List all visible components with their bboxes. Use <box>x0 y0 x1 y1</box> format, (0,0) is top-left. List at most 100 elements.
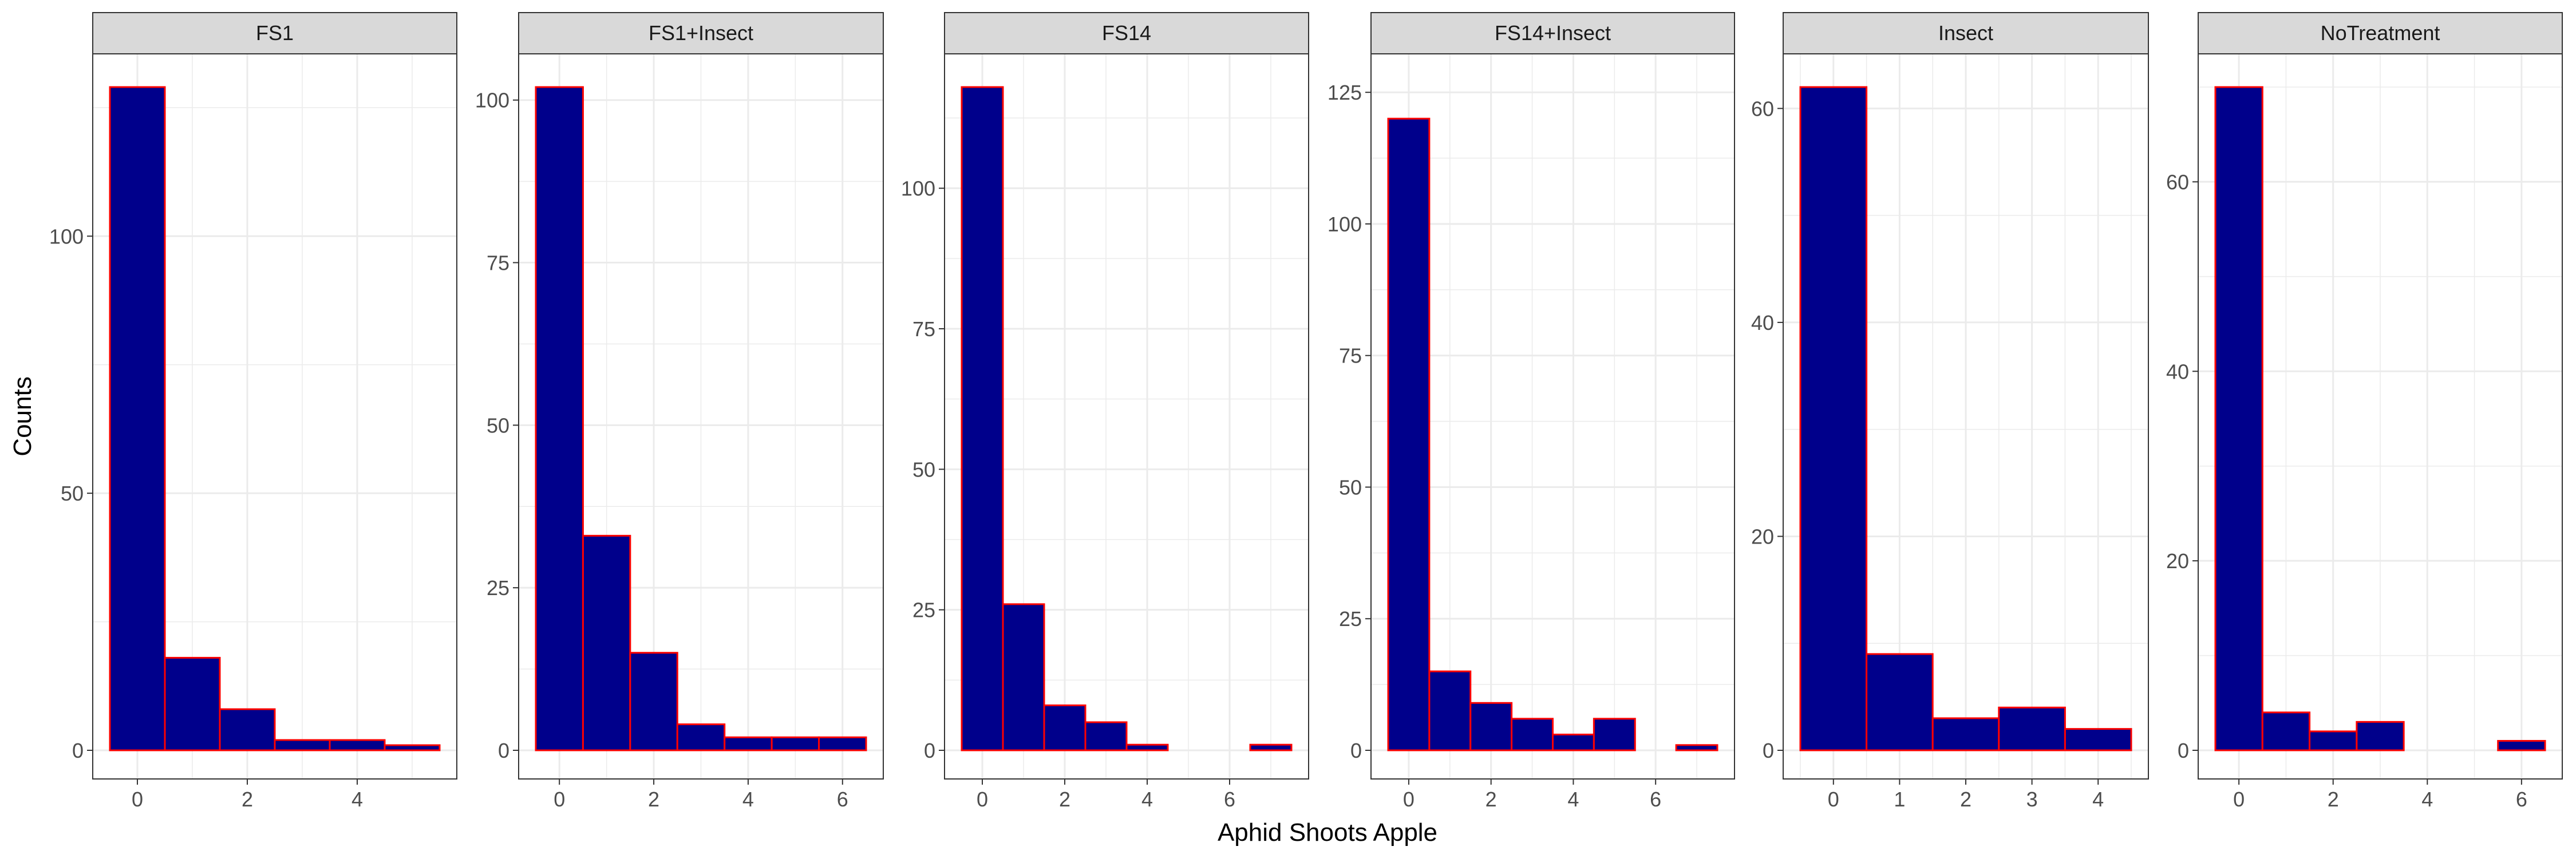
y-tick-label: 0 <box>498 739 509 762</box>
histogram-bar <box>1998 706 2066 751</box>
x-tick-label: 2 <box>1485 788 1497 811</box>
histogram-bar <box>2261 711 2311 751</box>
x-tick-label: 0 <box>1403 788 1415 811</box>
y-tick-label: 20 <box>1751 525 1774 548</box>
x-tick-label: 2 <box>1059 788 1070 811</box>
y-tick-label: 25 <box>1339 607 1362 631</box>
facet-label-fs14: FS14 <box>1102 21 1151 45</box>
histogram-bar <box>1084 721 1128 751</box>
y-tick-label: 60 <box>1751 97 1774 120</box>
x-tick-label: 6 <box>837 788 848 811</box>
histogram-bar <box>164 656 221 751</box>
x-tick-label: 2 <box>2328 788 2339 811</box>
x-tick-label: 4 <box>351 788 363 811</box>
panel-border <box>2198 53 2563 780</box>
x-tick-label: 0 <box>2233 788 2245 811</box>
histogram-bar <box>1866 653 1934 751</box>
histogram-bar <box>1552 733 1595 751</box>
x-tick-label: 6 <box>1224 788 1235 811</box>
x-axis-title: Aphid Shoots Apple <box>1218 818 1437 847</box>
x-tick-label: 0 <box>554 788 565 811</box>
y-tick-label: 40 <box>2166 360 2189 383</box>
histogram-bar <box>274 739 331 751</box>
x-tick-label: 4 <box>1141 788 1153 811</box>
y-tick-label: 75 <box>487 251 509 275</box>
histogram-bar <box>329 739 386 751</box>
y-tick-label: 50 <box>1339 475 1362 499</box>
y-tick-label: 25 <box>487 576 509 600</box>
y-tick-label: 100 <box>1327 212 1362 236</box>
y-tick-label: 50 <box>487 414 509 437</box>
histogram-bar <box>818 736 867 751</box>
histogram-bar <box>771 736 820 751</box>
histogram-bar <box>219 708 276 751</box>
y-tick-label: 0 <box>72 739 84 762</box>
y-tick-label: 50 <box>61 482 84 505</box>
histogram-bar <box>1675 744 1718 751</box>
histogram-bar <box>676 723 726 751</box>
facet-strip <box>1370 12 1735 54</box>
x-tick-label: 4 <box>2421 788 2433 811</box>
panel-border <box>944 53 1309 780</box>
facet-label-fs1-plus-insect: FS1+Insect <box>649 21 753 45</box>
x-tick-label: 2 <box>242 788 253 811</box>
x-tick-label: 6 <box>2516 788 2527 811</box>
panel-border <box>92 53 457 780</box>
facet-strip <box>944 12 1309 54</box>
histogram-bar <box>1469 702 1513 751</box>
histogram-bar <box>2214 86 2263 751</box>
facet-label-fs1: FS1 <box>256 21 294 45</box>
y-tick-label: 60 <box>2166 170 2189 194</box>
facet-strip <box>518 12 884 54</box>
x-tick-label: 4 <box>2092 788 2104 811</box>
x-tick-label: 0 <box>977 788 988 811</box>
y-tick-label: 100 <box>49 225 84 248</box>
x-tick-label: 6 <box>1650 788 1661 811</box>
x-tick-label: 4 <box>742 788 754 811</box>
x-tick-label: 0 <box>132 788 143 811</box>
y-tick-label: 0 <box>1763 739 1774 762</box>
histogram-bar <box>582 534 631 751</box>
histogram-bar <box>1002 603 1045 751</box>
x-tick-label: 4 <box>1567 788 1579 811</box>
x-tick-label: 0 <box>1828 788 1839 811</box>
y-tick-label: 75 <box>1339 344 1362 368</box>
panel-background <box>1371 54 1735 779</box>
facet-strip <box>92 12 457 54</box>
facet-strip <box>2198 12 2563 54</box>
histogram-bar <box>961 86 1004 751</box>
histogram-bar <box>2309 730 2358 751</box>
histogram-bar <box>1931 717 2000 751</box>
histogram-bar <box>1428 670 1472 751</box>
y-tick-label: 0 <box>1350 739 1362 762</box>
histogram-bar <box>1593 718 1636 751</box>
histogram-bar <box>384 744 441 751</box>
facet-label-insect: Insect <box>1938 21 1993 45</box>
x-tick-label: 2 <box>648 788 659 811</box>
histogram-bar <box>2064 728 2132 751</box>
y-tick-label: 0 <box>2178 739 2189 762</box>
y-tick-label: 50 <box>912 458 935 481</box>
x-tick-label: 3 <box>2026 788 2038 811</box>
y-tick-label: 25 <box>912 599 935 622</box>
histogram-bar <box>1043 704 1086 751</box>
histogram-bar <box>1799 86 1868 751</box>
y-tick-label: 20 <box>2166 549 2189 573</box>
histogram-bar <box>724 736 773 751</box>
histogram-bar <box>1125 743 1169 751</box>
histogram-bar <box>1387 117 1431 751</box>
facet-label-fs14-plus-insect: FS14+Insect <box>1495 21 1611 45</box>
y-tick-label: 125 <box>1327 81 1362 104</box>
y-tick-label: 75 <box>912 317 935 341</box>
facet-label-notreatment: NoTreatment <box>2321 21 2440 45</box>
panel-border <box>1370 53 1735 780</box>
histogram-bar <box>629 652 678 751</box>
y-axis-title: Counts <box>9 376 37 456</box>
x-tick-label: 2 <box>1960 788 1971 811</box>
panel-border <box>518 53 884 780</box>
y-tick-label: 40 <box>1751 311 1774 334</box>
histogram-bar <box>1511 718 1554 751</box>
histogram-bar <box>2497 739 2546 751</box>
